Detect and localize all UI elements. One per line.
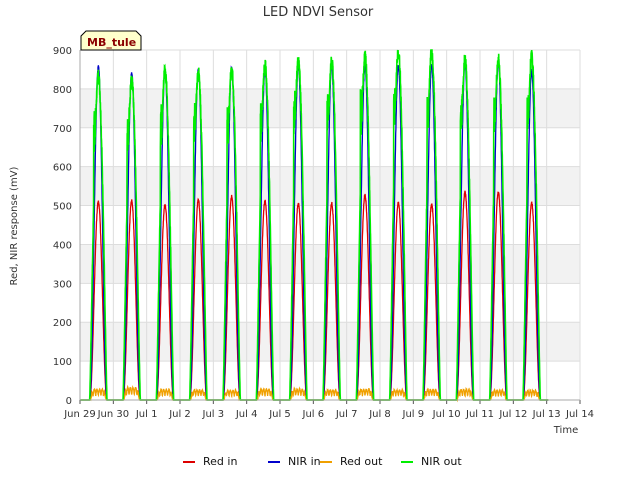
plot-band [80, 322, 580, 362]
x-tick-label: Jul 8 [368, 409, 391, 420]
y-tick-label: 600 [53, 163, 72, 174]
y-tick-label: 200 [53, 318, 72, 329]
x-tick-label: Jul 11 [465, 409, 494, 420]
y-tick-label: 300 [53, 279, 72, 290]
legend-entry: NIR out [421, 455, 462, 468]
y-tick-label: 500 [53, 202, 72, 213]
y-tick-label: 800 [53, 85, 72, 96]
legend-entry: NIR in [288, 455, 321, 468]
legend-entry: Red in [203, 455, 237, 468]
y-tick-label: 400 [53, 240, 72, 251]
x-tick-label: Jul 10 [432, 409, 461, 420]
x-tick-label: Jul 14 [565, 409, 594, 420]
y-tick-label: 700 [53, 124, 72, 135]
y-tick-label: 900 [53, 46, 72, 57]
legend-entry: Red out [340, 455, 383, 468]
plot-band [80, 244, 580, 284]
x-tick-label: Jun 30 [97, 409, 130, 420]
x-tick-label: Jul 13 [532, 409, 561, 420]
x-tick-label: Jul 3 [202, 409, 225, 420]
axes: 0 100 200 300 400 500 600 700 800 900 Jun 29 Jun 30… [53, 46, 594, 420]
badge-label: MB_tule [87, 36, 136, 49]
y-tick-label: 100 [53, 357, 72, 368]
annotation-badge: MB_tule [80, 30, 142, 51]
x-tick-label: Jul 7 [335, 409, 358, 420]
legend: Red in NIR in Red out NIR out [183, 455, 462, 468]
chart-title: LED NDVI Sensor [263, 5, 374, 20]
y-axis-label: Red, NIR response (mV) [9, 166, 20, 285]
x-tick-label: Jun 29 [63, 409, 96, 420]
x-tick-label: Jul 12 [498, 409, 527, 420]
x-tick-label: Jul 4 [235, 409, 258, 420]
x-tick-label: Jul 9 [402, 409, 425, 420]
badge-box [80, 30, 142, 51]
y-tick-label: 0 [66, 396, 72, 407]
x-tick-label: Jul 5 [268, 409, 291, 420]
x-axis-label: Time [553, 425, 578, 436]
x-tick-label: Jul 1 [135, 409, 158, 420]
x-tick-label: Jul 2 [168, 409, 191, 420]
plot-band [80, 166, 580, 206]
x-tick-label: Jul 6 [302, 409, 325, 420]
